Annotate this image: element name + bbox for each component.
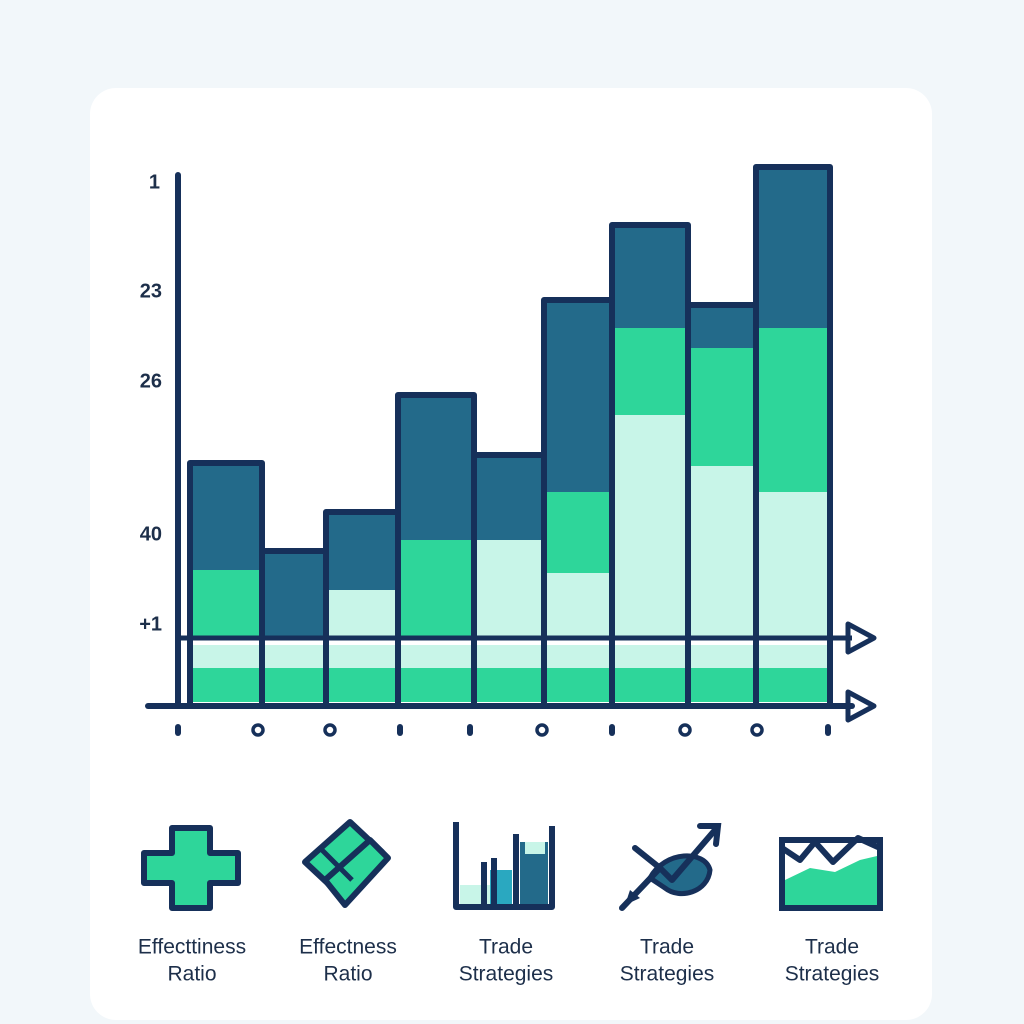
bar-segment <box>190 668 262 702</box>
tick-dot <box>323 723 337 737</box>
bar-segment <box>612 645 688 668</box>
icon-label: Trade <box>479 936 533 959</box>
bar-icon <box>453 822 555 910</box>
bar-segment <box>612 225 688 328</box>
bar-segment <box>756 668 830 702</box>
icon-label: Ratio <box>167 963 216 986</box>
trend-icon <box>619 823 722 911</box>
icon-label: Strategies <box>785 963 880 986</box>
bar-segment <box>326 645 398 668</box>
axis-label: 1 <box>149 171 160 193</box>
bar-segment <box>398 645 474 668</box>
icon-label: Ratio <box>323 963 372 986</box>
bar-outline <box>753 164 833 706</box>
bar-segment <box>756 328 830 492</box>
bar-group <box>187 164 833 706</box>
bar-segment <box>262 551 326 638</box>
axis-label: 40 <box>140 523 162 545</box>
tick-group <box>175 723 831 737</box>
tick-dot <box>535 723 549 737</box>
tick-dot <box>750 723 764 737</box>
bar-segment <box>756 492 830 638</box>
bar-segment <box>474 668 544 702</box>
bar-segment <box>544 645 612 668</box>
bar-segment <box>326 590 398 638</box>
bar-segment <box>688 645 756 668</box>
axis-label: 26 <box>140 370 162 392</box>
bar-segment <box>612 668 688 702</box>
area-icon <box>779 835 883 911</box>
tick-dot <box>825 724 831 736</box>
tick-dot <box>175 724 181 736</box>
icon-label: Effectness <box>299 936 397 959</box>
bar-segment <box>474 645 544 668</box>
tick-dot <box>609 724 615 736</box>
bar-segment <box>398 668 474 702</box>
bar-segment <box>612 415 688 638</box>
bar-segment <box>688 305 756 348</box>
plus-icon <box>141 825 241 911</box>
arrow-head <box>845 689 877 723</box>
bar-segment <box>262 668 326 702</box>
bar-segment <box>474 455 544 540</box>
tick-dot <box>251 723 265 737</box>
bar-segment <box>688 668 756 702</box>
bar-segment <box>398 395 474 540</box>
icon-label: Strategies <box>459 963 554 986</box>
bar-segment <box>544 573 612 638</box>
bar-segment <box>544 668 612 702</box>
icon-label: Effecttiness <box>138 936 246 959</box>
bar-segment <box>398 540 474 638</box>
bar-segment <box>612 328 688 415</box>
band-icon <box>302 819 391 908</box>
tick-dot <box>467 724 473 736</box>
bar-segment <box>756 645 830 668</box>
bar-segment <box>544 492 612 573</box>
bar-segment <box>326 668 398 702</box>
icon-label: Strategies <box>620 963 715 986</box>
arrow-head <box>845 621 877 655</box>
bar-segment <box>190 570 262 638</box>
bar-segment <box>688 466 756 638</box>
axis-label: 23 <box>140 280 162 302</box>
bar-segment <box>190 645 262 668</box>
bar-segment <box>326 512 398 590</box>
icon-label: Trade <box>805 936 859 959</box>
tick-dot <box>678 723 692 737</box>
bar-segment <box>190 463 262 570</box>
bar-segment <box>262 645 326 668</box>
bar-segment <box>688 348 756 466</box>
icon-label: Trade <box>640 936 694 959</box>
bar-segment <box>474 540 544 638</box>
bar-segment <box>756 167 830 328</box>
bar-segment <box>544 300 612 492</box>
tick-dot <box>397 724 403 736</box>
axis-label: +1 <box>139 613 162 635</box>
